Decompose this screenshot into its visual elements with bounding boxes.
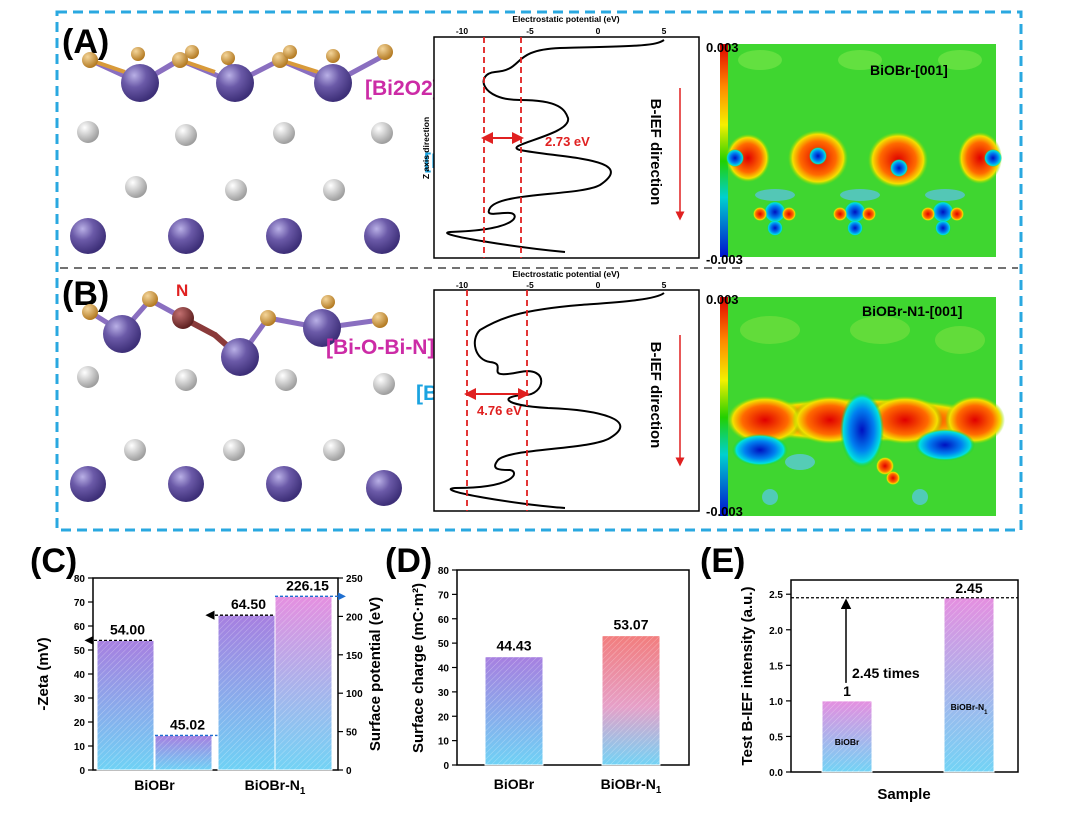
chart-d-y-tick-label-1: 10 — [438, 737, 450, 748]
chart-d-ylabel: Surface charge (mC·m²) — [410, 583, 427, 753]
chart-e-y-tick-label-4: 2.0 — [769, 626, 783, 637]
chart-c-ylabel: -Zeta (mV) — [35, 637, 52, 710]
chart-d-value-1: 53.07 — [613, 617, 648, 633]
potential-tick-b-0: -10 — [456, 280, 469, 290]
charge-map-title-a: BiOBr-[001] — [870, 62, 948, 78]
panel-label-e: (E) — [700, 542, 745, 580]
chart-c-bar-right-0-hatch — [155, 735, 212, 770]
chart-c-value-right-0: 45.02 — [170, 716, 205, 732]
chart-d-y-tick-label-7: 70 — [438, 590, 450, 601]
chart-c-y-tick-label-4: 40 — [74, 670, 86, 681]
chart-e-frame — [790, 579, 1019, 773]
panel-frame — [55, 10, 1023, 532]
chart-e-annotation: 2.45 times — [852, 665, 920, 681]
chart-c-value-left-1: 64.50 — [231, 596, 266, 612]
gap-label-b: 4.76 eV — [477, 403, 522, 418]
colorbar-b — [720, 297, 728, 516]
chart-e-category-1: BiOBr-N1 — [951, 702, 989, 716]
colorbar-a — [720, 44, 728, 257]
chart-c-category-0: BiOBr — [134, 777, 175, 793]
panel-label-d: (D) — [385, 542, 432, 580]
chart-c-bar-left-0-hatch — [97, 640, 154, 770]
chart-e-bar-0-hatch — [822, 700, 872, 772]
chart-d: 0 10 20 30 40 50 60 70 80 44.43 BiOBr 53.07 BiOBr-N1… — [410, 566, 690, 796]
chart-d-y-tick-label-0: 0 — [443, 761, 449, 772]
chart-c-category-1: BiOBr-N1 — [245, 777, 306, 797]
potential-tick-a-2: 0 — [596, 26, 601, 36]
potential-tick-b-2: 0 — [596, 280, 601, 290]
chart-e-value-1: 2.45 — [955, 580, 982, 596]
chart-d-y-tick-label-4: 40 — [438, 664, 450, 675]
chart-c-y2-tick-label-2: 100 — [346, 689, 363, 700]
potential-xlabel-b: Electrostatic potential (eV) — [512, 269, 619, 279]
chart-c-y2-tick-label-1: 50 — [346, 728, 358, 739]
chart-c-y2label: Surface potential (eV) — [367, 597, 384, 751]
chart-c-y-tick-label-3: 30 — [74, 694, 86, 705]
panel-label-c: (C) — [30, 542, 77, 580]
nitrogen-label: N — [176, 281, 188, 300]
chart-d-y-tick-label-8: 80 — [438, 566, 450, 577]
potential-tick-a-1: -5 — [526, 26, 534, 36]
potential-tick-a-3: 5 — [662, 26, 667, 36]
chart-d-y-tick-label-2: 20 — [438, 712, 450, 723]
chart-d-bar-1-hatch — [602, 635, 660, 765]
chart-d-y-tick-label-5: 50 — [438, 639, 450, 650]
chart-c-y2-tick-label-0: 0 — [346, 766, 352, 777]
chart-e-y-tick-label-5: 2.5 — [769, 590, 783, 601]
chart-d-y-tick-label-6: 60 — [438, 615, 450, 626]
chart-e-y-tick-label-1: 0.5 — [769, 732, 783, 743]
layer-label-bi-o-bi-n: [Bi-O-Bi-N] — [326, 336, 434, 359]
chart-e-category-0: BiOBr — [835, 737, 860, 747]
chart-c-value-left-0: 54.00 — [110, 621, 145, 637]
chart-e-y-tick-label-3: 1.5 — [769, 661, 783, 672]
gap-label-a: 2.73 eV — [545, 134, 590, 149]
charge-map-a: 0.003 -0.003 BiOBr-[001] — [706, 40, 1002, 267]
charge-map-title-b: BiOBr-N1-[001] — [862, 303, 962, 319]
crystal-structure-a — [70, 44, 400, 254]
chart-c-bar-left-1-hatch — [218, 615, 275, 770]
chart-e-value-0: 1 — [843, 683, 851, 699]
colorbar-min-a: -0.003 — [706, 252, 743, 267]
chart-e-y-tick-label-0: 0.0 — [769, 768, 783, 779]
colorbar-max-a: 0.003 — [706, 40, 739, 55]
potential-ylabel-a: Z axis direction — [421, 117, 431, 179]
chart-d-category-1: BiOBr-N1 — [601, 776, 662, 796]
chart-c: 0 10 20 30 40 50 60 70 80 0 50 100 150 200 250 54.00 45.… — [35, 574, 384, 797]
potential-plot-a: Electrostatic potential (eV) -10 -5 0 5 … — [421, 14, 700, 259]
chart-c-value-right-1: 226.15 — [286, 577, 329, 593]
colorbar-max-b: 0.003 — [706, 292, 739, 307]
chart-c-bar-right-1-hatch — [275, 596, 332, 770]
chart-e-ylabel: Test B-IEF intensity (a.u.) — [739, 587, 756, 766]
chart-c-y-tick-label-0: 0 — [79, 766, 85, 777]
chart-e-xlabel: Sample — [877, 786, 930, 803]
chart-c-y-tick-label-6: 60 — [74, 622, 86, 633]
potential-tick-b-1: -5 — [526, 280, 534, 290]
chart-c-y-tick-label-1: 10 — [74, 742, 86, 753]
chart-d-y-tick-label-3: 30 — [438, 688, 450, 699]
potential-plot-b: Electrostatic potential (eV) -10 -5 0 5 … — [433, 269, 700, 512]
chart-e-bar-1-hatch — [944, 597, 994, 772]
ief-label-b: B-IEF direction — [647, 342, 664, 449]
potential-tick-b-3: 5 — [662, 280, 667, 290]
crystal-structure-b — [70, 291, 402, 506]
chart-d-bar-0-hatch — [485, 656, 543, 765]
chart-c-y-tick-label-2: 20 — [74, 718, 86, 729]
colorbar-min-b: -0.003 — [706, 504, 743, 519]
chart-e: 0.0 0.5 1.0 1.5 2.0 2.5 1 BiOBr 2.45 BiOBr-N1 2.45… — [739, 579, 1019, 803]
chart-c-y2-tick-label-5: 250 — [346, 574, 363, 585]
chart-c-y2-tick-label-3: 150 — [346, 651, 363, 662]
chart-c-y-tick-label-7: 70 — [74, 598, 86, 609]
potential-tick-a-0: -10 — [456, 26, 469, 36]
ief-label-a: B-IEF direction — [647, 99, 664, 206]
chart-c-y-tick-label-8: 80 — [74, 574, 86, 585]
potential-xlabel-a: Electrostatic potential (eV) — [512, 14, 619, 24]
charge-map-b: 0.003 -0.003 BiOBr-N1-[001] — [706, 292, 1005, 519]
chart-e-y-tick-label-2: 1.0 — [769, 697, 783, 708]
chart-c-y-tick-label-5: 50 — [74, 646, 86, 657]
chart-d-category-0: BiOBr — [494, 776, 535, 792]
chart-d-value-0: 44.43 — [496, 638, 531, 654]
chart-c-y2-tick-label-4: 200 — [346, 612, 363, 623]
layer-label-bi2o2: [Bi2O2] — [365, 77, 440, 100]
